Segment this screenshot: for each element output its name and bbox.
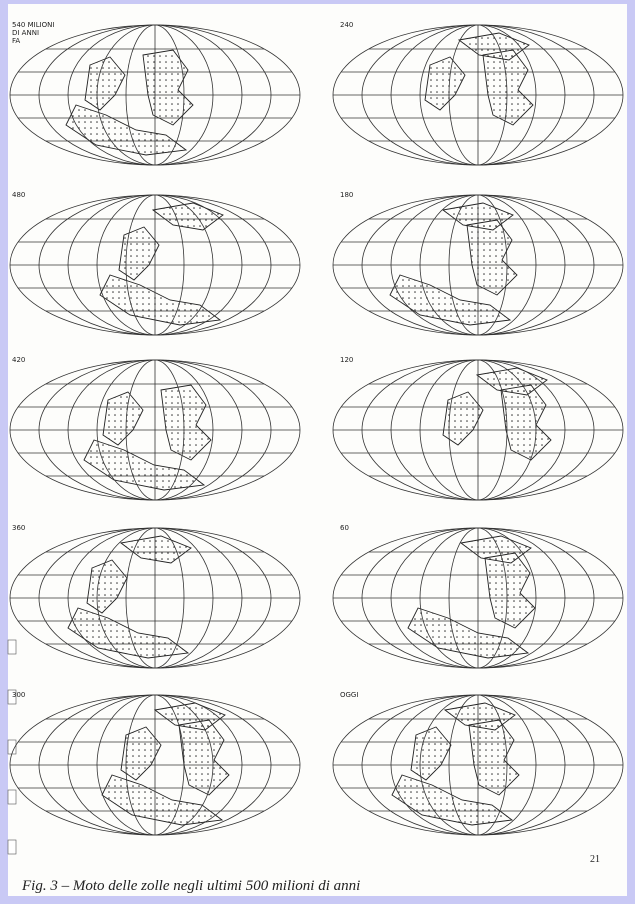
landmass (119, 535, 192, 564)
map-label: 540 MILIONI (12, 21, 54, 29)
landmass (160, 384, 212, 461)
landmass (99, 274, 222, 326)
map-label: 60 (340, 524, 349, 532)
map-label: 180 (340, 191, 353, 199)
map-label: FA (12, 37, 20, 45)
binding-marks (7, 639, 17, 855)
landmass (391, 774, 514, 826)
map (9, 527, 301, 669)
map (9, 694, 301, 836)
landmass (65, 104, 188, 156)
map-label: DI ANNI (12, 29, 39, 37)
map (332, 194, 624, 336)
landmass (142, 49, 194, 126)
landmass (407, 607, 530, 659)
map-label: 240 (340, 21, 353, 29)
landmass (178, 719, 230, 796)
map (332, 359, 624, 501)
map-label: 120 (340, 356, 353, 364)
landmass (67, 607, 190, 659)
map (332, 527, 624, 669)
map-label: 300 (12, 691, 25, 699)
map (9, 24, 301, 166)
map (332, 24, 624, 166)
landmass (484, 552, 536, 629)
map-label: 480 (12, 191, 25, 199)
map-label: OGGI (340, 691, 358, 699)
map (9, 194, 301, 336)
landmass (83, 439, 206, 491)
caption: Fig. 3 – Moto delle zolle negli ultimi 5… (21, 878, 360, 894)
map (332, 694, 624, 836)
landmass (475, 367, 548, 396)
map-label: 360 (12, 524, 25, 532)
map (9, 359, 301, 501)
landmass (500, 384, 552, 461)
landmass (482, 49, 534, 126)
landmass (101, 774, 224, 826)
landmass (151, 202, 224, 231)
map-label: 420 (12, 356, 25, 364)
landmass (389, 274, 512, 326)
page-number: 21 (590, 854, 600, 865)
